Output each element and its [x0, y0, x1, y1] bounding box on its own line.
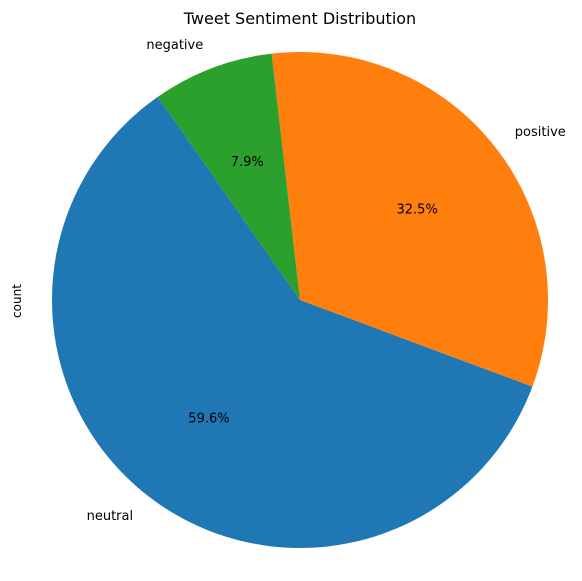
slice-label-negative: negative: [146, 38, 203, 53]
pie-slice-negative: [157, 53, 300, 301]
pie-slice-neutral: [52, 96, 533, 548]
y-axis-label: count: [10, 284, 24, 318]
slice-percent-positive: 32.5%: [397, 202, 438, 217]
pie-slices: [52, 51, 549, 548]
slice-percent-neutral: 59.6%: [188, 412, 229, 427]
slice-label-neutral: neutral: [87, 509, 134, 524]
chart-title: Tweet Sentiment Distribution: [183, 9, 416, 28]
slice-percent-negative: 7.9%: [231, 155, 264, 170]
pie-slice-positive: [271, 51, 549, 387]
slice-label-positive: positive: [515, 125, 566, 140]
pie-labels: neutral 59.6% positive 32.5% negative 7.9%: [87, 38, 566, 524]
